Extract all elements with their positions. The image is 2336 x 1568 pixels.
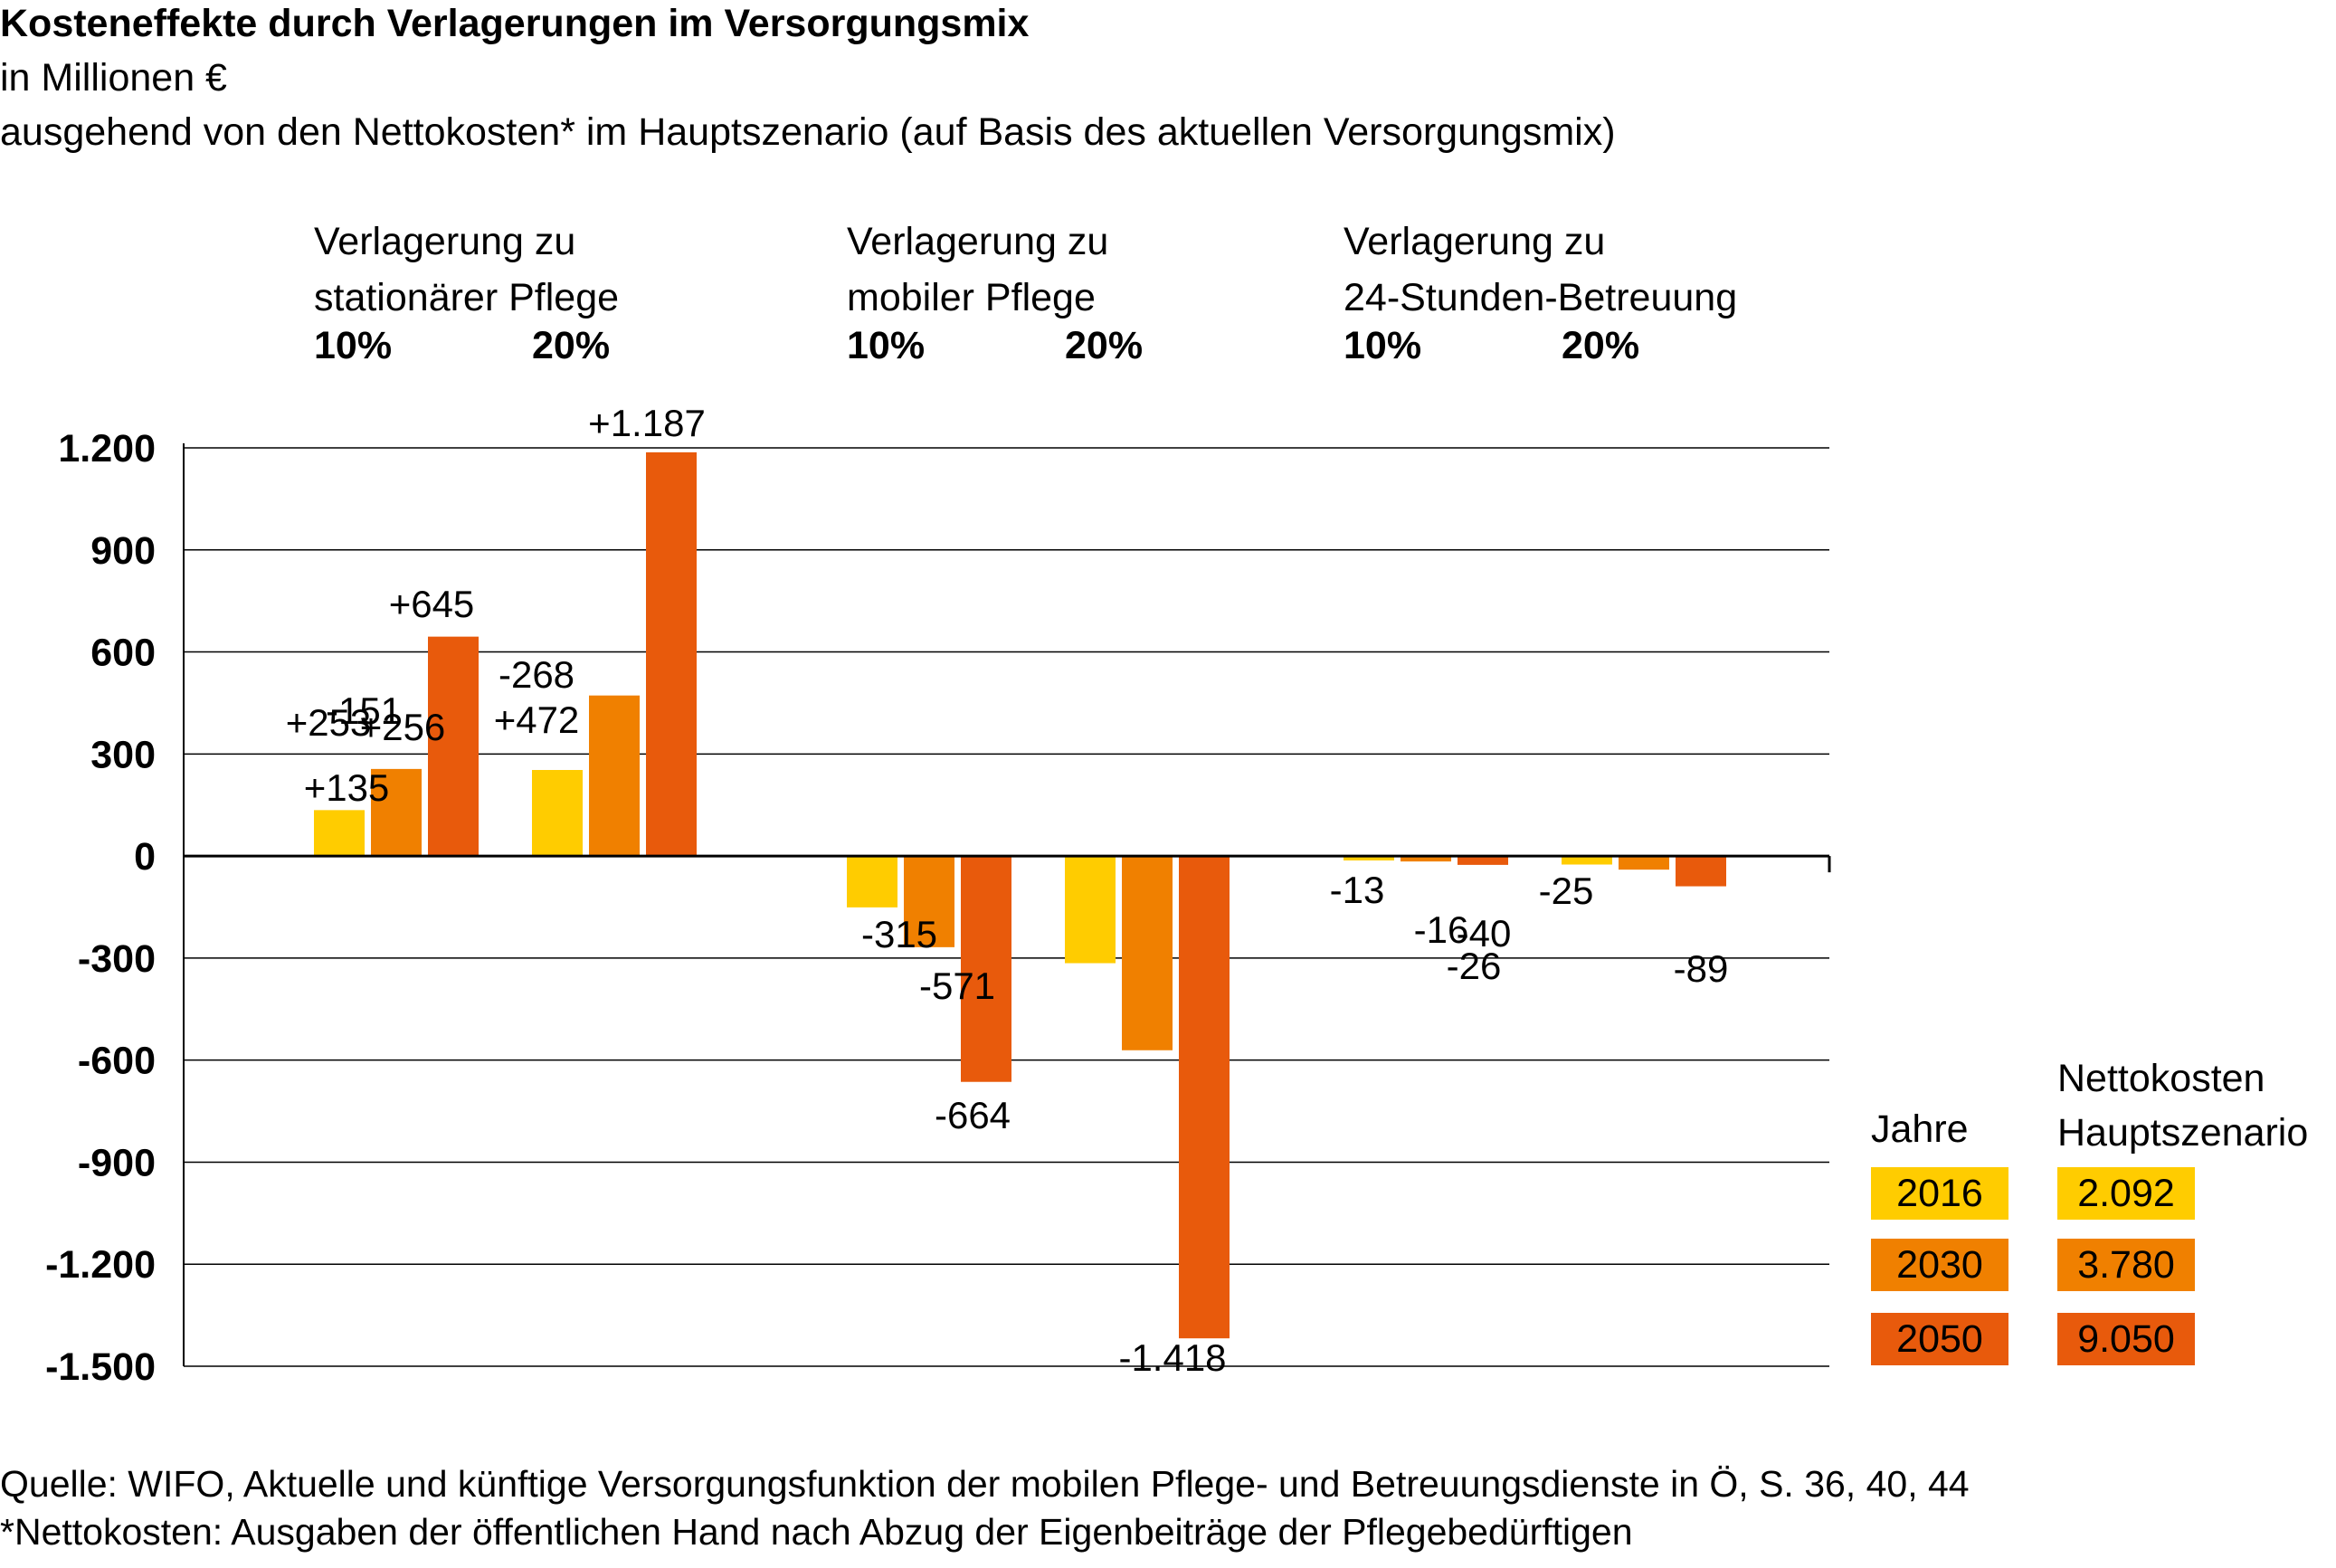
bars xyxy=(314,451,1726,1339)
data-label-2030-1: +472 xyxy=(494,698,580,741)
y-tick-label: -300 xyxy=(78,937,156,981)
y-tick-label: 0 xyxy=(134,835,156,879)
data-label-2030-3: -571 xyxy=(919,965,995,1007)
data-label-2016-0: +135 xyxy=(304,766,390,809)
legend-year-2016: 2016 xyxy=(1871,1167,2008,1220)
data-label-2050-2: -664 xyxy=(935,1094,1011,1136)
data-label-2030-0: +256 xyxy=(360,706,446,748)
group-label-24h: Verlagerung zu 24-Stunden-Betreuung xyxy=(1344,214,1737,326)
legend-year-2050: 2050 xyxy=(1871,1313,2008,1365)
group-label-mobil: Verlagerung zu mobiler Pflege xyxy=(847,214,1108,326)
source-note: Quelle: WIFO, Aktuelle und künftige Vers… xyxy=(0,1463,1970,1505)
data-label-2050-0: +645 xyxy=(389,583,475,625)
bar-2030-1 xyxy=(589,695,640,857)
data-label-2050-1: +1.187 xyxy=(588,402,706,444)
data-label-2016-4: -13 xyxy=(1330,869,1385,911)
y-tick-label: -1.200 xyxy=(45,1243,156,1287)
bar-2016-2 xyxy=(847,856,897,908)
chart-subtitle-unit: in Millionen € xyxy=(0,56,227,100)
y-tick-label: -1.500 xyxy=(45,1345,156,1389)
legend-net-2050: 9.050 xyxy=(2057,1313,2195,1365)
data-label-2030-5: -40 xyxy=(1457,912,1512,955)
group-label-line1: Verlagerung zu xyxy=(1344,220,1606,263)
data-label-2030-4: -16 xyxy=(1414,908,1469,951)
pct-label-24h-10: 10% xyxy=(1344,324,1422,367)
data-label-2016-2: -151 xyxy=(326,689,402,732)
legend-net-2016: 2.092 xyxy=(2057,1167,2195,1220)
axes xyxy=(183,443,1831,1366)
legend-net-header-line2: Hauptszenario xyxy=(2057,1111,2309,1155)
bar-2030-0 xyxy=(371,768,422,857)
bar-2016-4 xyxy=(1344,856,1394,860)
bar-2030-4 xyxy=(1401,856,1451,862)
pct-label-stationaer-10: 10% xyxy=(314,324,393,367)
data-label-2050-5: -89 xyxy=(1674,947,1729,990)
data-labels: +135 +253-151 -315 -13 -25 +256 +472-268 -571 -1… xyxy=(286,402,1729,1379)
data-label-2050-3: -1.418 xyxy=(1118,1336,1226,1379)
y-tick-label: 600 xyxy=(90,632,156,675)
bar-2030-3 xyxy=(1122,856,1173,1050)
data-label-2016-3: -315 xyxy=(861,913,937,955)
pct-label-mobil-10: 10% xyxy=(847,324,926,367)
data-label-2016-5: -25 xyxy=(1539,870,1594,912)
pct-label-stationaer-20: 20% xyxy=(532,324,611,367)
data-label-2050-4: -26 xyxy=(1447,945,1502,987)
y-tick-label: 1.200 xyxy=(58,427,156,470)
bar-2016-0 xyxy=(314,810,365,857)
bar-2030-2 xyxy=(904,856,954,947)
bar-2050-3 xyxy=(1179,856,1230,1339)
group-label-line1: Verlagerung zu xyxy=(847,220,1109,263)
legend-net-header-line1: Nettokosten xyxy=(2057,1057,2265,1100)
group-label-line2: 24-Stunden-Betreuung xyxy=(1344,276,1738,319)
footnote: *Nettokosten: Ausgaben der öffentlichen … xyxy=(0,1511,1633,1553)
legend-net-header: Nettokosten Hauptszenario xyxy=(2057,1051,2308,1160)
bar-2030-5 xyxy=(1619,856,1669,870)
group-label-line1: Verlagerung zu xyxy=(314,220,576,263)
pct-label-mobil-20: 20% xyxy=(1065,324,1144,367)
y-tick-label: -900 xyxy=(78,1141,156,1184)
y-tick-label: 300 xyxy=(90,733,156,776)
legend-year-2030: 2030 xyxy=(1871,1239,2008,1291)
data-label-2016-1: +253 xyxy=(286,701,372,744)
bar-2050-1 xyxy=(646,451,697,857)
bar-2016-3 xyxy=(1065,856,1116,964)
group-label-line2: stationärer Pflege xyxy=(314,276,620,319)
group-label-line2: mobiler Pflege xyxy=(847,276,1096,319)
pct-label-24h-20: 20% xyxy=(1562,324,1640,367)
group-label-stationaer: Verlagerung zu stationärer Pflege xyxy=(314,214,619,326)
chart-title: Kosteneffekte durch Verlagerungen im Ver… xyxy=(0,2,1030,45)
bar-2016-1 xyxy=(532,770,583,857)
bar-2050-0 xyxy=(428,636,479,857)
bar-2050-2 xyxy=(961,856,1011,1082)
bar-2050-4 xyxy=(1458,856,1508,865)
chart-subtitle-basis: ausgehend von den Nettokosten* im Haupts… xyxy=(0,110,1616,154)
y-tick-label: 900 xyxy=(90,529,156,573)
bar-2016-5 xyxy=(1562,856,1612,865)
bar-2050-5 xyxy=(1676,856,1726,887)
legend-years-header: Jahre xyxy=(1871,1107,1969,1151)
data-label-2030-2: -268 xyxy=(499,653,575,696)
y-tick-label: -600 xyxy=(78,1040,156,1083)
legend-net-2030: 3.780 xyxy=(2057,1239,2195,1291)
y-tick-labels: 1.200 900 600 300 0 -300 -600 -900 -1.200 -1.500 xyxy=(45,427,156,1389)
